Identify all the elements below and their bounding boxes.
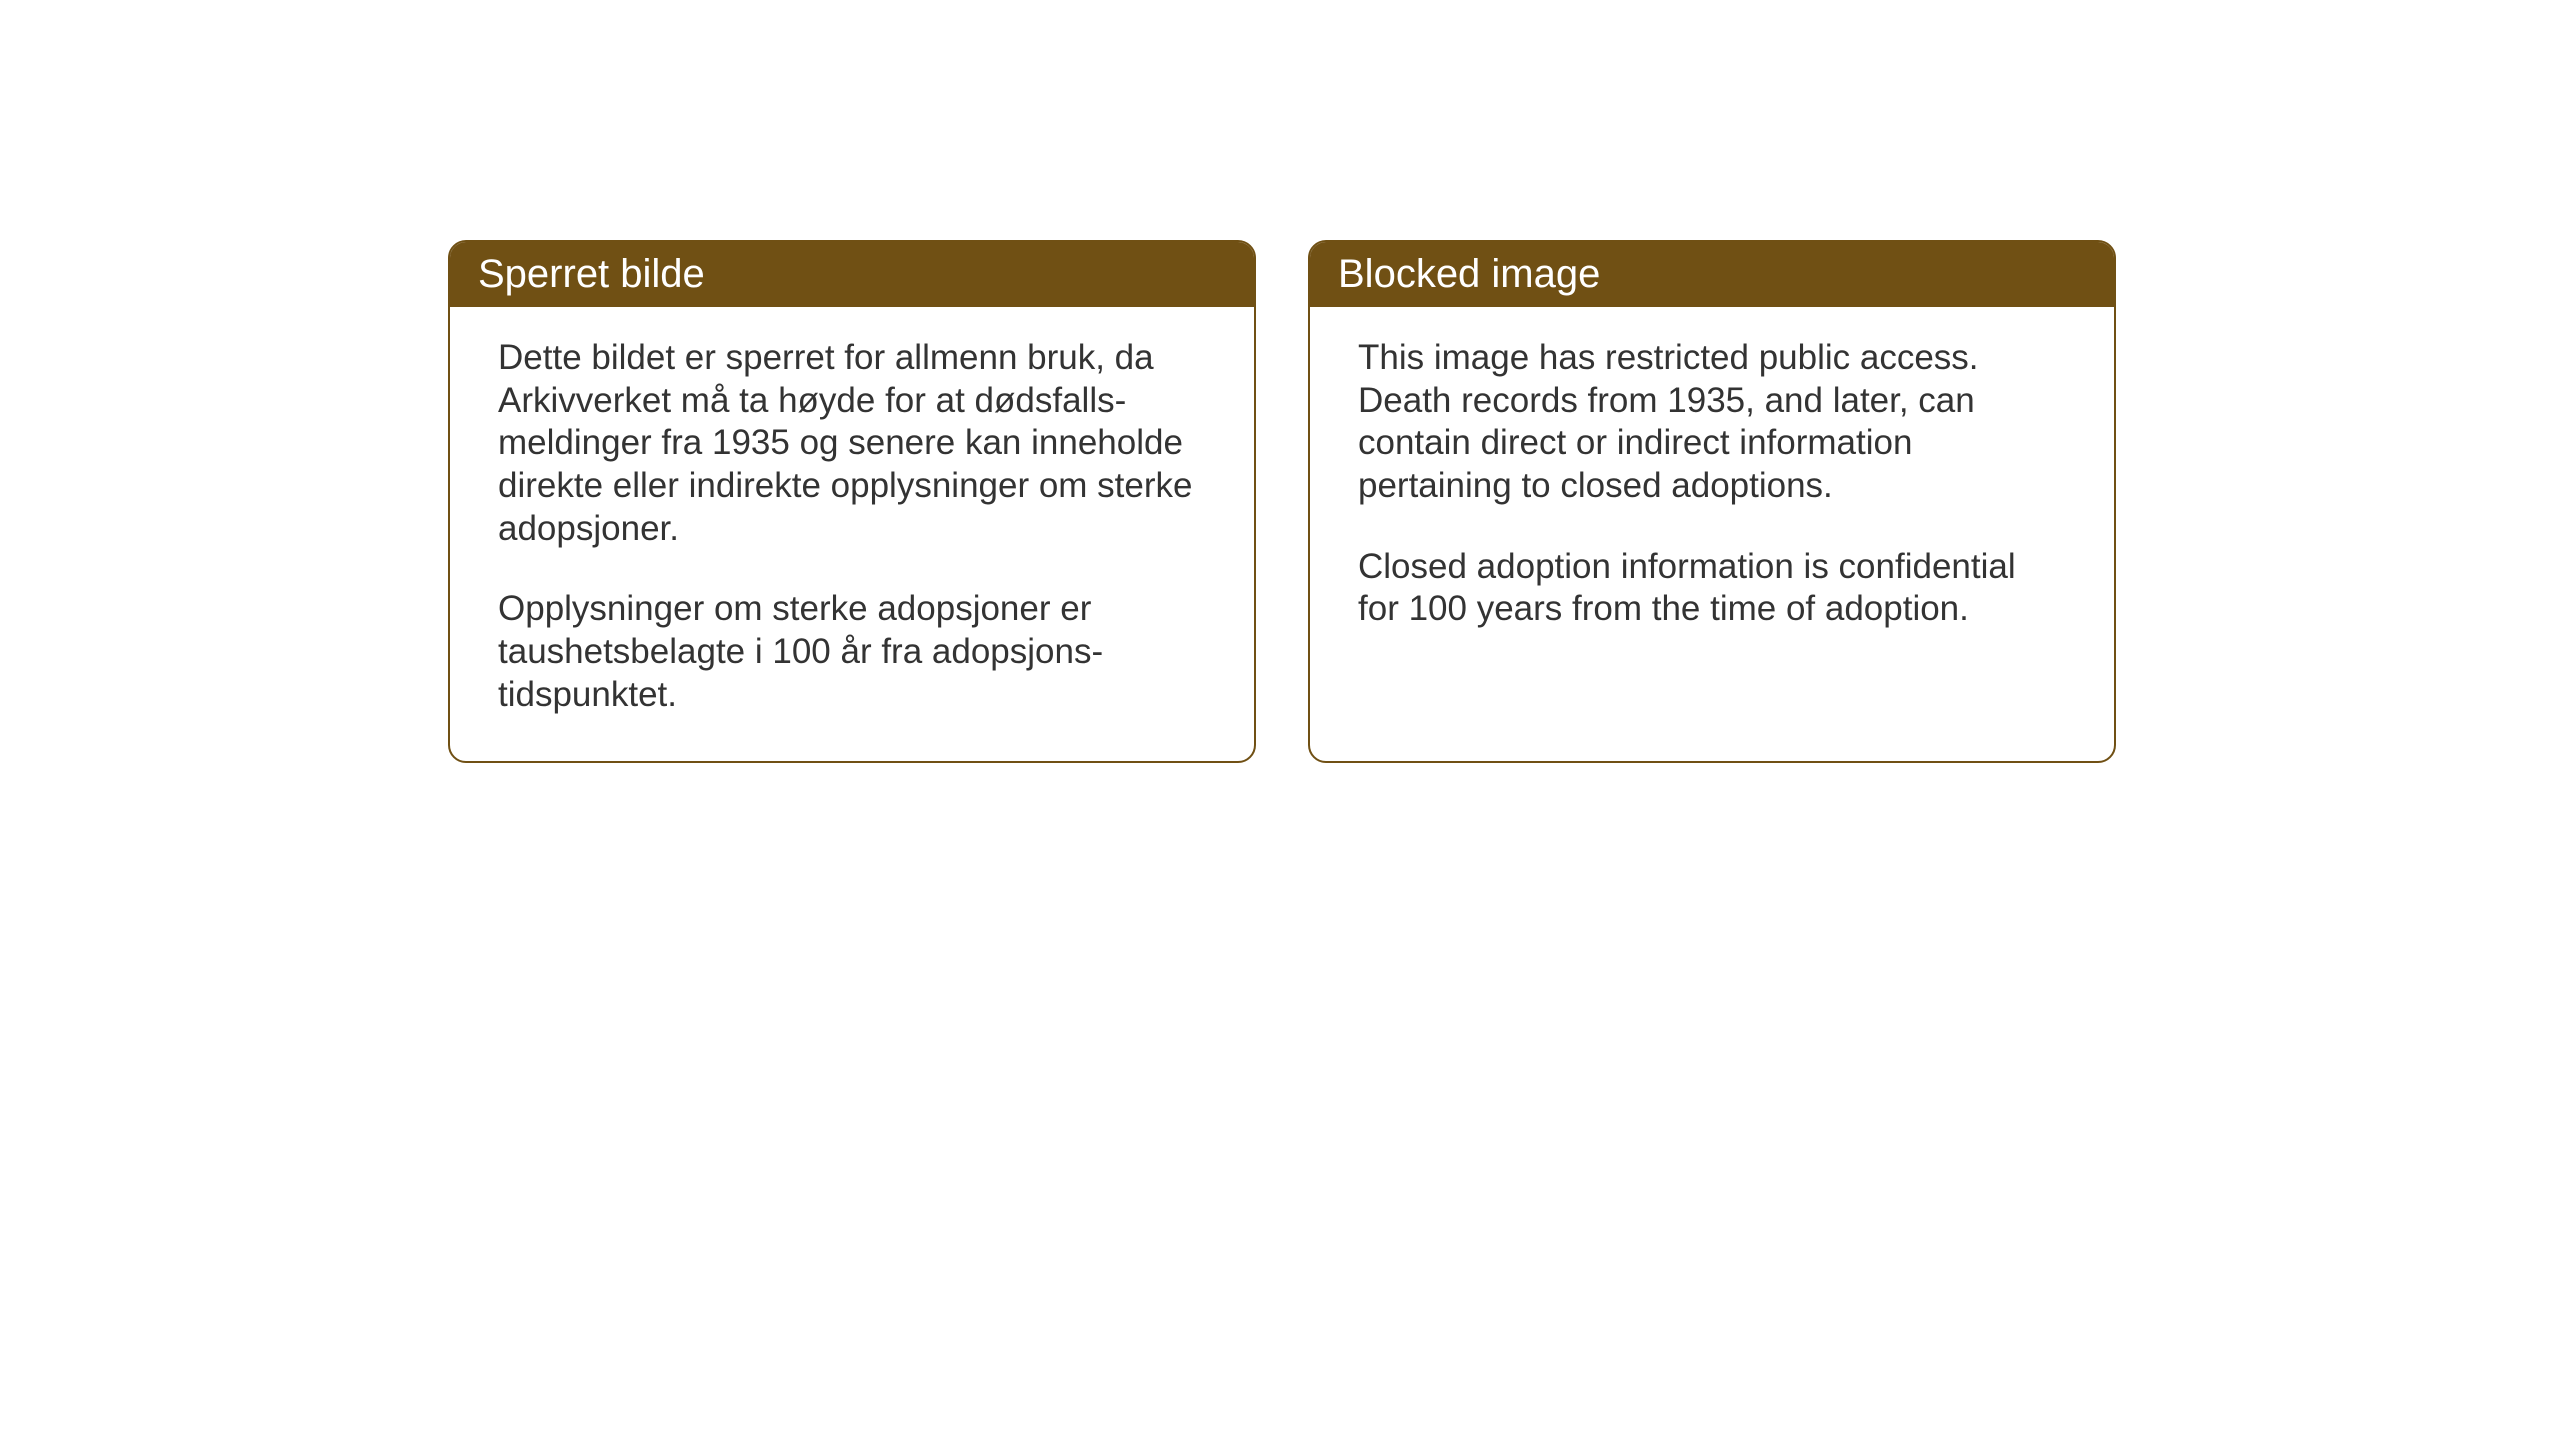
card-english-paragraph-1: This image has restricted public access.… [1358,337,2066,508]
card-norwegian-paragraph-1: Dette bildet er sperret for allmenn bruk… [498,337,1206,550]
card-norwegian: Sperret bilde Dette bildet er sperret fo… [448,240,1256,763]
card-english: Blocked image This image has restricted … [1308,240,2116,763]
card-english-paragraph-2: Closed adoption information is confident… [1358,546,2066,631]
card-norwegian-header: Sperret bilde [450,242,1254,307]
card-english-body: This image has restricted public access.… [1310,307,2114,675]
card-norwegian-title: Sperret bilde [478,252,705,296]
cards-container: Sperret bilde Dette bildet er sperret fo… [448,240,2116,763]
card-english-header: Blocked image [1310,242,2114,307]
card-norwegian-body: Dette bildet er sperret for allmenn bruk… [450,307,1254,761]
card-norwegian-paragraph-2: Opplysninger om sterke adopsjoner er tau… [498,588,1206,716]
card-english-title: Blocked image [1338,252,1600,296]
